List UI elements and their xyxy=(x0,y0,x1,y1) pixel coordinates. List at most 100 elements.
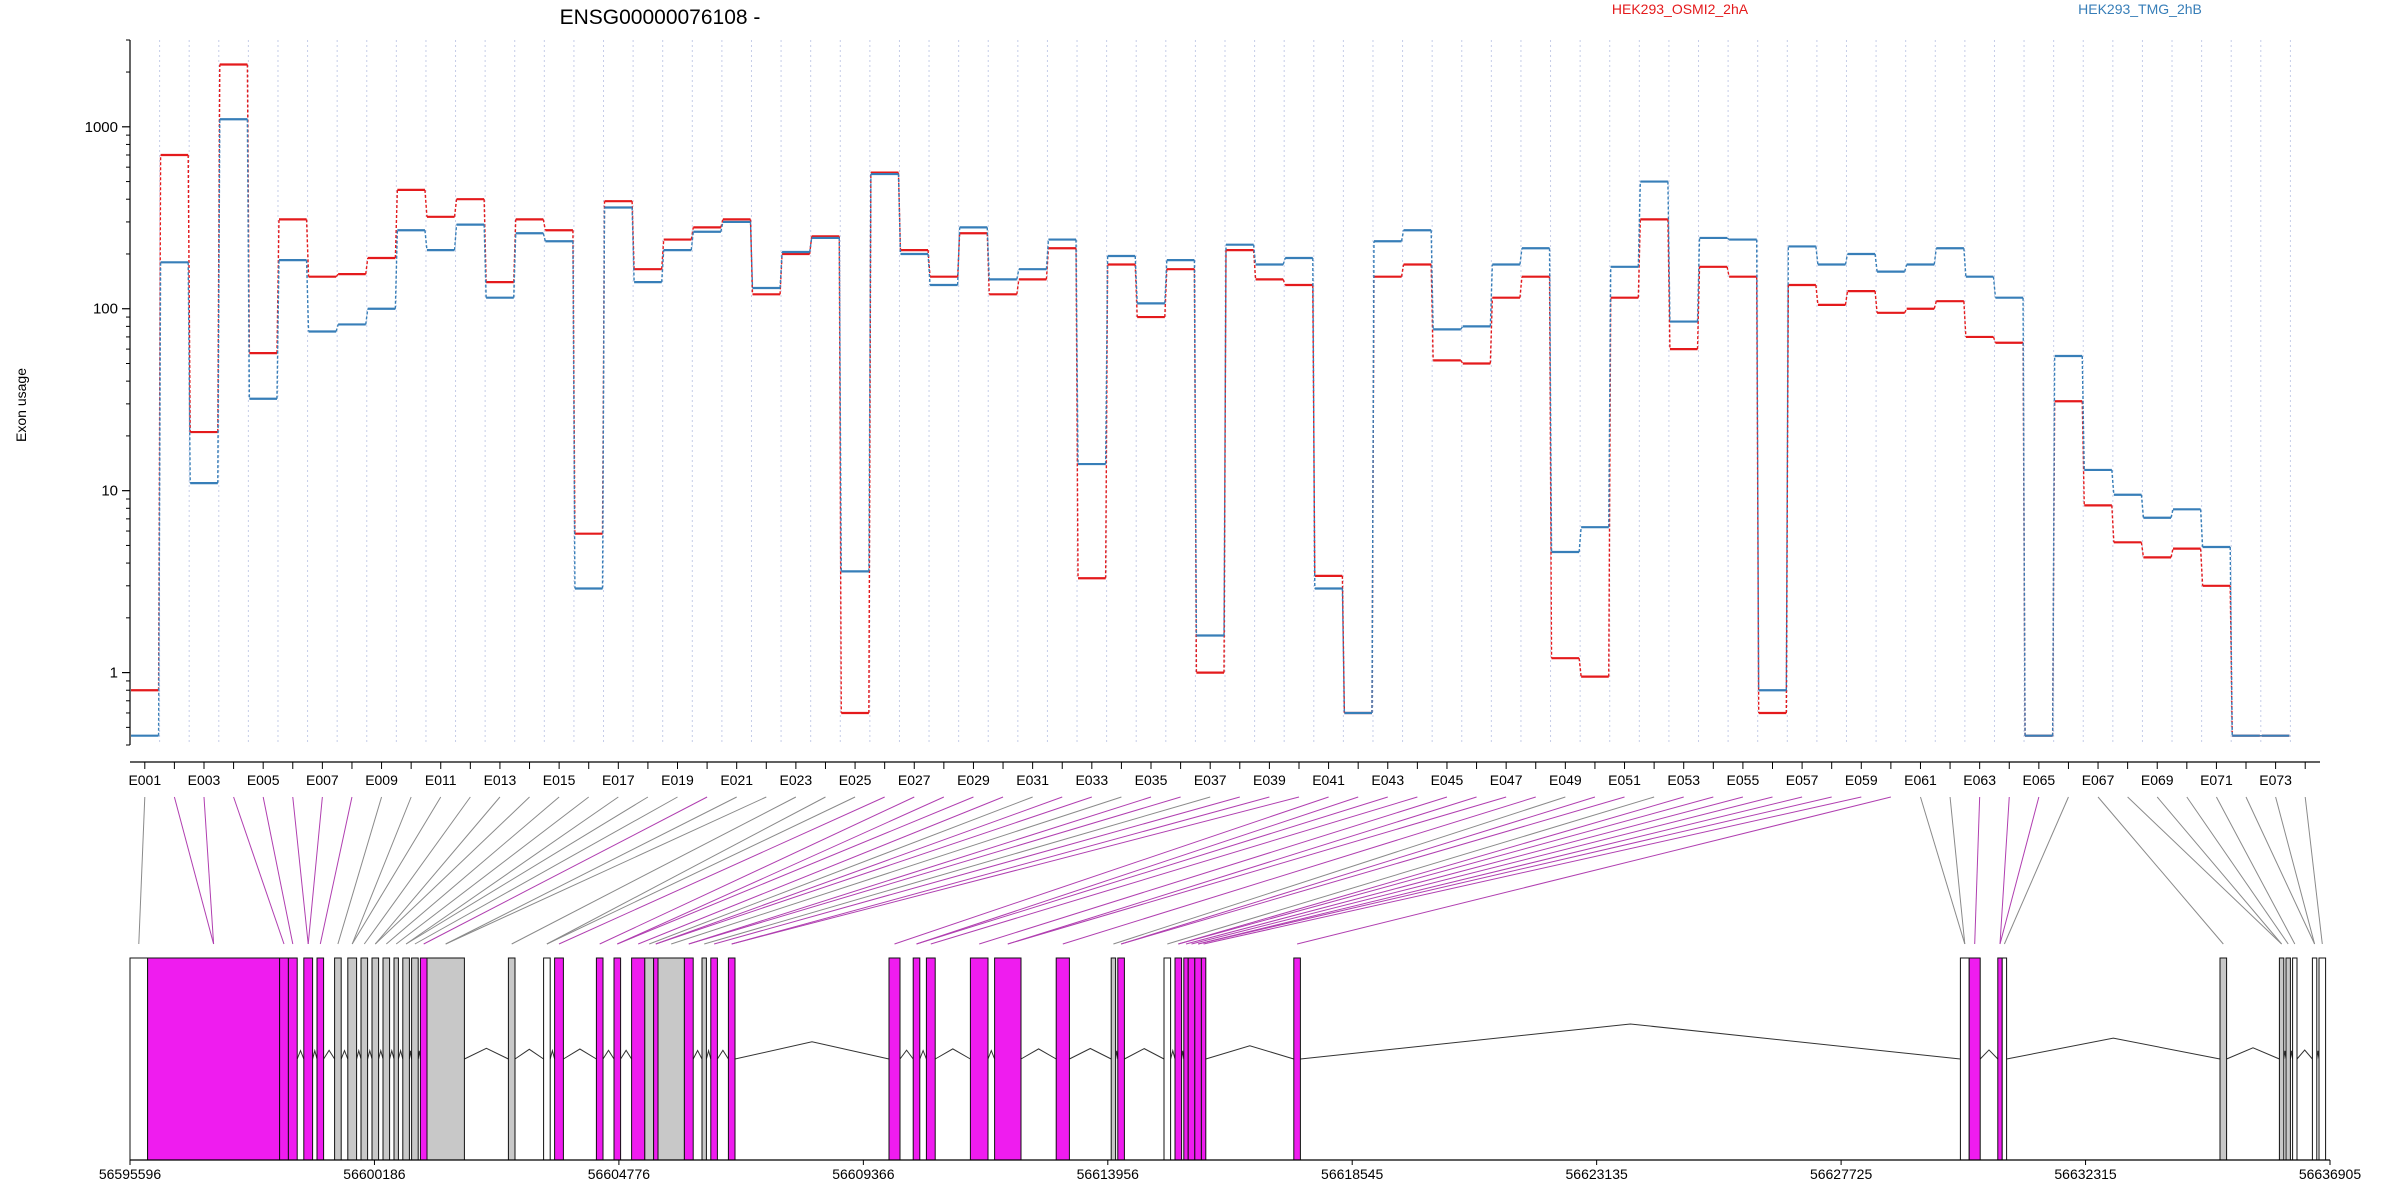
series-connector xyxy=(335,324,339,332)
series-connector xyxy=(1400,230,1405,242)
exon-connector xyxy=(2127,796,2282,945)
series-connector xyxy=(1667,219,1671,350)
exon-connector xyxy=(2215,796,2296,945)
y-axis-label: Exon usage xyxy=(13,368,29,442)
x-tick-label: E033 xyxy=(1075,772,1108,788)
series-connector xyxy=(1489,264,1494,327)
exon-block xyxy=(2285,957,2291,1161)
exon-connector xyxy=(1949,796,1966,945)
series-connector xyxy=(2111,505,2115,543)
genome-tick-label: 56595596 xyxy=(99,1166,162,1182)
exon-block xyxy=(411,957,419,1161)
exon-connector xyxy=(319,796,353,945)
exon-connector xyxy=(2304,796,2323,945)
intron-line xyxy=(1124,1048,1165,1060)
series-connector xyxy=(246,119,251,399)
series-connector xyxy=(1519,248,1523,265)
series-connector xyxy=(1016,279,1020,295)
series-connector xyxy=(808,237,813,253)
x-axis: E001 E003 E005 E007 E009 E011 E013 E015 E017 E019… xyxy=(128,761,2320,788)
series-connector xyxy=(513,233,517,298)
exon-block xyxy=(631,957,646,1161)
series-connector xyxy=(1933,301,1937,309)
exon-block xyxy=(279,957,289,1161)
genomic-coordinate-axis: 56595596 56600186 56604776 56609366 56613956… xyxy=(99,1159,2361,1182)
series-connector xyxy=(1548,248,1553,553)
series-connector xyxy=(1223,244,1227,636)
exon-block xyxy=(613,957,622,1161)
series-connector xyxy=(1400,264,1405,277)
series-connector xyxy=(1282,279,1286,286)
x-tick-label: E003 xyxy=(188,772,221,788)
series-connector xyxy=(453,199,458,217)
intron-line xyxy=(340,1049,349,1060)
exon-block xyxy=(360,957,369,1161)
series-connector xyxy=(838,237,842,572)
exon-connector xyxy=(1120,796,1625,945)
intron-line xyxy=(987,1049,996,1060)
series-lines xyxy=(131,63,2290,737)
series-connector xyxy=(2199,509,2204,548)
exon-block xyxy=(2318,957,2327,1161)
series-connector xyxy=(1519,276,1523,298)
exon-connector xyxy=(688,796,1152,945)
x-tick-label: E005 xyxy=(247,772,280,788)
x-tick-label: E049 xyxy=(1549,772,1582,788)
exon-connector xyxy=(445,796,767,945)
series-connector xyxy=(217,119,221,484)
exon-connector xyxy=(405,796,649,945)
exon-connector xyxy=(1203,796,1862,945)
exon-connector xyxy=(337,796,383,945)
exon-block xyxy=(393,957,399,1161)
exon-block xyxy=(1293,957,1301,1161)
x-tick-label: E043 xyxy=(1371,772,1404,788)
exon-connector xyxy=(374,796,501,945)
exon-connector xyxy=(558,796,885,945)
exon-connector xyxy=(671,796,1122,945)
series-connector xyxy=(897,174,902,254)
series-1 xyxy=(131,118,2290,737)
series-connector xyxy=(572,241,576,589)
exon-block xyxy=(426,957,465,1161)
exon-block xyxy=(382,957,391,1161)
x-tick-label: E013 xyxy=(484,772,517,788)
x-tick-label: E009 xyxy=(365,772,398,788)
genome-tick-label: 56609366 xyxy=(832,1166,895,1182)
exon-block xyxy=(334,957,342,1161)
intron-line xyxy=(378,1048,384,1060)
series-connector xyxy=(986,227,990,280)
exon-block xyxy=(644,957,655,1161)
exon-connector xyxy=(1167,796,1655,945)
exon-block xyxy=(147,957,281,1161)
exon-connector xyxy=(363,796,471,945)
exon-connector xyxy=(1178,796,1714,945)
exon-connector xyxy=(655,796,1092,945)
series-connector xyxy=(1460,325,1464,330)
exon-block xyxy=(1117,957,1125,1161)
exon-block xyxy=(1110,957,1117,1161)
exon-connector xyxy=(395,796,590,945)
exon-block xyxy=(371,957,380,1161)
intron-line xyxy=(514,1048,544,1060)
exon-block xyxy=(683,957,694,1161)
series-connector xyxy=(690,231,694,251)
exon-connector xyxy=(385,796,560,945)
gene-model xyxy=(129,957,2327,1161)
series-connector xyxy=(1193,260,1198,636)
genome-tick-label: 56613956 xyxy=(1077,1166,1140,1182)
series-connector xyxy=(1430,230,1434,330)
exon-block xyxy=(402,957,410,1161)
exon-connector xyxy=(173,796,215,945)
exon-block xyxy=(925,957,936,1161)
series-connector xyxy=(305,219,310,277)
exon-block xyxy=(1163,957,1172,1161)
exon-connector xyxy=(445,796,737,945)
exon-connector xyxy=(1062,796,1536,945)
intron-line xyxy=(919,1049,927,1060)
intron-line xyxy=(716,1049,729,1060)
intron-line xyxy=(2006,1037,2221,1060)
exon-connector xyxy=(405,796,619,945)
series-connector xyxy=(2229,547,2233,736)
x-tick-label: E067 xyxy=(2082,772,2115,788)
